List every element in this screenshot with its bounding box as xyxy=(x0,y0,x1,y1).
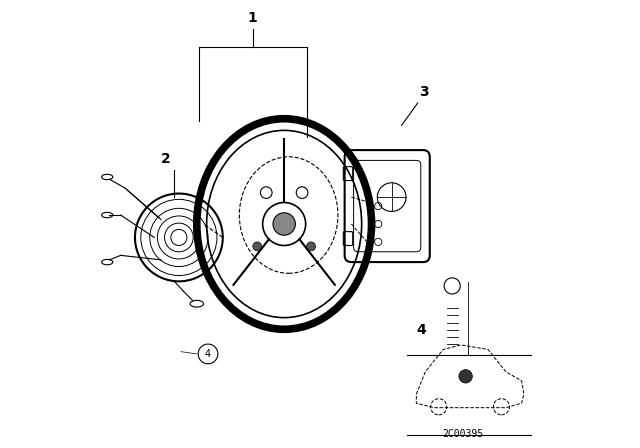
Text: 3: 3 xyxy=(419,85,429,99)
Circle shape xyxy=(307,242,316,251)
Circle shape xyxy=(459,370,472,383)
Text: 1: 1 xyxy=(248,11,258,25)
Text: 4: 4 xyxy=(417,323,426,337)
Circle shape xyxy=(273,213,296,235)
Text: 2: 2 xyxy=(161,152,170,166)
Text: 4: 4 xyxy=(205,349,211,359)
Text: 2C00395: 2C00395 xyxy=(443,429,484,439)
Circle shape xyxy=(253,242,262,251)
